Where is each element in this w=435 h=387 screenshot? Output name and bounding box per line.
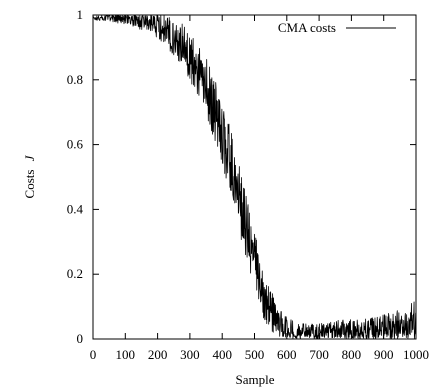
y-axis-ticks: 0 0.2 0.4 0.6 0.8 1 — [67, 7, 416, 346]
legend: CMA costs — [278, 20, 396, 35]
y-tick-label: 1 — [77, 7, 84, 22]
y-tick-label: 0.2 — [67, 266, 83, 281]
x-tick-label: 0 — [90, 347, 97, 362]
x-axis-title: Sample — [236, 372, 275, 387]
y-tick-label: 0.4 — [67, 201, 84, 216]
x-tick-label: 200 — [148, 347, 168, 362]
x-tick-label: 700 — [309, 347, 329, 362]
x-tick-label: 400 — [212, 347, 232, 362]
x-tick-label: 1000 — [403, 347, 429, 362]
series-line-cma-costs — [92, 14, 417, 340]
y-tick-label: 0 — [77, 331, 84, 346]
x-tick-label: 600 — [277, 347, 297, 362]
y-axis-title-symbol: J — [22, 154, 37, 161]
x-tick-label: 100 — [116, 347, 136, 362]
x-tick-label: 300 — [180, 347, 200, 362]
x-tick-label: 800 — [342, 347, 362, 362]
y-axis-title-text: Costs — [22, 170, 37, 199]
series-layer — [92, 14, 417, 340]
y-axis-title: Costs J — [22, 154, 37, 198]
y-tick-label: 0.6 — [67, 137, 84, 152]
plot-frame — [92, 14, 417, 340]
x-axis-ticks: 0 100 200 300 400 500 600 700 800 900 1000 — [90, 15, 429, 362]
y-tick-label: 0.8 — [67, 72, 83, 87]
x-tick-label: 500 — [245, 347, 265, 362]
x-tick-label: 900 — [374, 347, 394, 362]
legend-label: CMA costs — [278, 20, 336, 35]
